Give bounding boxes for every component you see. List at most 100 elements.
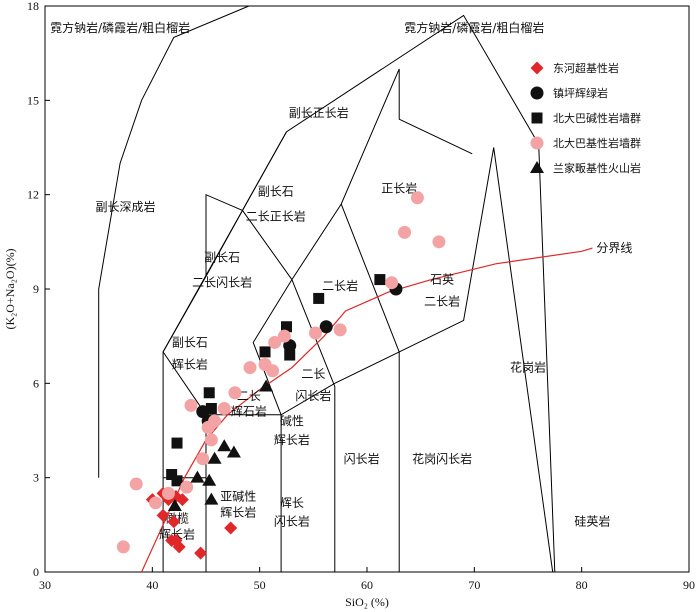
legend-label: 北大巴基性岩墙群 — [553, 136, 641, 150]
region-label: 闪长岩 — [344, 451, 380, 466]
data-point-series-2 — [374, 274, 386, 286]
y-tick-label: 18 — [27, 0, 39, 13]
data-point-series-3 — [228, 386, 242, 400]
region-label: 辉长岩 — [220, 504, 256, 519]
legend-marker — [530, 86, 544, 100]
data-point-series-2 — [166, 469, 178, 481]
data-point-series-0 — [167, 515, 181, 529]
legend-label: 镇坪辉绿岩 — [553, 86, 608, 100]
legend-label: 北大巴碱性岩墙群 — [553, 111, 641, 125]
data-point-series-3 — [196, 452, 210, 466]
region-label: 辉石岩 — [231, 404, 267, 419]
region-label: 副长深成岩 — [95, 199, 155, 214]
legend-label: 兰家畈基性火山岩 — [553, 161, 641, 175]
data-point-series-3 — [161, 486, 175, 500]
y-tick-label: 0 — [33, 565, 39, 579]
legend-marker — [530, 161, 544, 173]
data-point-series-0 — [224, 521, 238, 535]
data-point-series-0 — [156, 508, 170, 522]
data-point-series-0 — [175, 493, 189, 507]
data-point-series-3 — [149, 496, 163, 510]
region-label: 副长石 — [258, 185, 294, 199]
data-point-series-2 — [313, 292, 325, 304]
region-boundary — [242, 131, 287, 211]
region-label: 花岗岩 — [510, 360, 546, 375]
data-point-series-2 — [281, 321, 292, 333]
y-tick-label: 12 — [27, 188, 39, 202]
data-point-series-3 — [333, 323, 347, 337]
region-boundary — [162, 276, 207, 353]
data-point-series-0 — [172, 540, 186, 554]
y-tick-label: 15 — [27, 93, 39, 107]
x-tick-label: 80 — [576, 578, 588, 592]
region-boundary — [340, 203, 400, 353]
data-point-series-4 — [207, 451, 222, 464]
data-point-series-3 — [277, 329, 291, 343]
region-label: 辉长岩 — [172, 356, 208, 371]
region-label: 硅英岩 — [574, 514, 610, 529]
region-label: 辉长岩 — [274, 432, 310, 447]
data-point-series-3 — [208, 414, 222, 428]
data-point-series-2 — [284, 349, 296, 361]
data-point-series-4 — [167, 498, 182, 511]
region-label: 闪长岩 — [274, 514, 310, 529]
region-label: 花岗闪长岩 — [412, 451, 472, 466]
data-point-series-1 — [283, 339, 297, 353]
data-point-series-4 — [202, 473, 217, 486]
data-point-series-3 — [204, 433, 218, 447]
region-label: 闪长岩 — [295, 388, 331, 403]
alkaline-boundary-curve — [141, 247, 593, 573]
data-point-series-1 — [319, 320, 333, 334]
region-label: 副长石 — [172, 335, 208, 349]
data-point-series-4 — [259, 379, 274, 392]
region-label: 二长岩 — [322, 278, 358, 293]
y-tick-label: 9 — [33, 282, 39, 296]
data-point-series-2 — [205, 402, 217, 414]
region-label: 辉长 — [280, 496, 304, 510]
data-point-series-3 — [184, 398, 198, 412]
data-point-series-3 — [410, 191, 424, 205]
region-label: 二长正长岩 — [246, 209, 306, 224]
region-label: 霓方钠岩/磷霞岩/粗白榴岩 — [50, 20, 190, 35]
legend-label: 东河超基性岩 — [553, 61, 619, 75]
data-point-series-3 — [243, 361, 257, 375]
boundary-curve-label: 分界线 — [596, 241, 632, 255]
data-point-series-3 — [116, 540, 130, 554]
data-point-series-4 — [226, 445, 241, 458]
data-point-series-2 — [171, 475, 183, 487]
region-label: 副长石 — [204, 251, 240, 265]
y-axis-title: (K₂O+Na₂O)(%) — [3, 248, 17, 329]
region-label: 碱性 — [280, 414, 304, 428]
region-label: 正长岩 — [381, 180, 417, 195]
region-label: 霓方钠岩/磷霞岩/粗白榴岩 — [404, 20, 544, 35]
legend-marker — [530, 136, 544, 150]
x-tick-label: 50 — [254, 578, 266, 592]
x-tick-label: 70 — [468, 578, 480, 592]
region-label: 石英 — [430, 273, 454, 287]
x-tick-label: 60 — [361, 578, 373, 592]
data-point-series-3 — [180, 480, 194, 494]
data-point-series-3 — [268, 335, 282, 349]
region-label: 二长岩 — [424, 294, 460, 309]
data-point-series-2 — [171, 437, 183, 449]
region-label: 辉长岩 — [159, 526, 195, 541]
x-tick-label: 30 — [39, 578, 51, 592]
data-point-series-3 — [432, 235, 446, 249]
region-boundary — [162, 351, 207, 416]
data-point-series-3 — [217, 401, 231, 415]
data-point-series-4 — [190, 470, 205, 483]
data-point-series-3 — [385, 276, 399, 290]
data-point-series-3 — [266, 364, 280, 378]
region-label: 二长闪长岩 — [192, 275, 252, 290]
region-label: 二长 — [237, 389, 261, 403]
data-point-series-2 — [203, 387, 215, 399]
y-tick-label: 6 — [33, 376, 39, 390]
data-point-series-2 — [259, 346, 271, 358]
data-point-series-0 — [194, 546, 208, 560]
data-point-series-4 — [204, 492, 219, 505]
region-label: 二长 — [301, 367, 325, 381]
data-point-series-3 — [398, 225, 412, 239]
data-point-series-3 — [308, 326, 322, 340]
